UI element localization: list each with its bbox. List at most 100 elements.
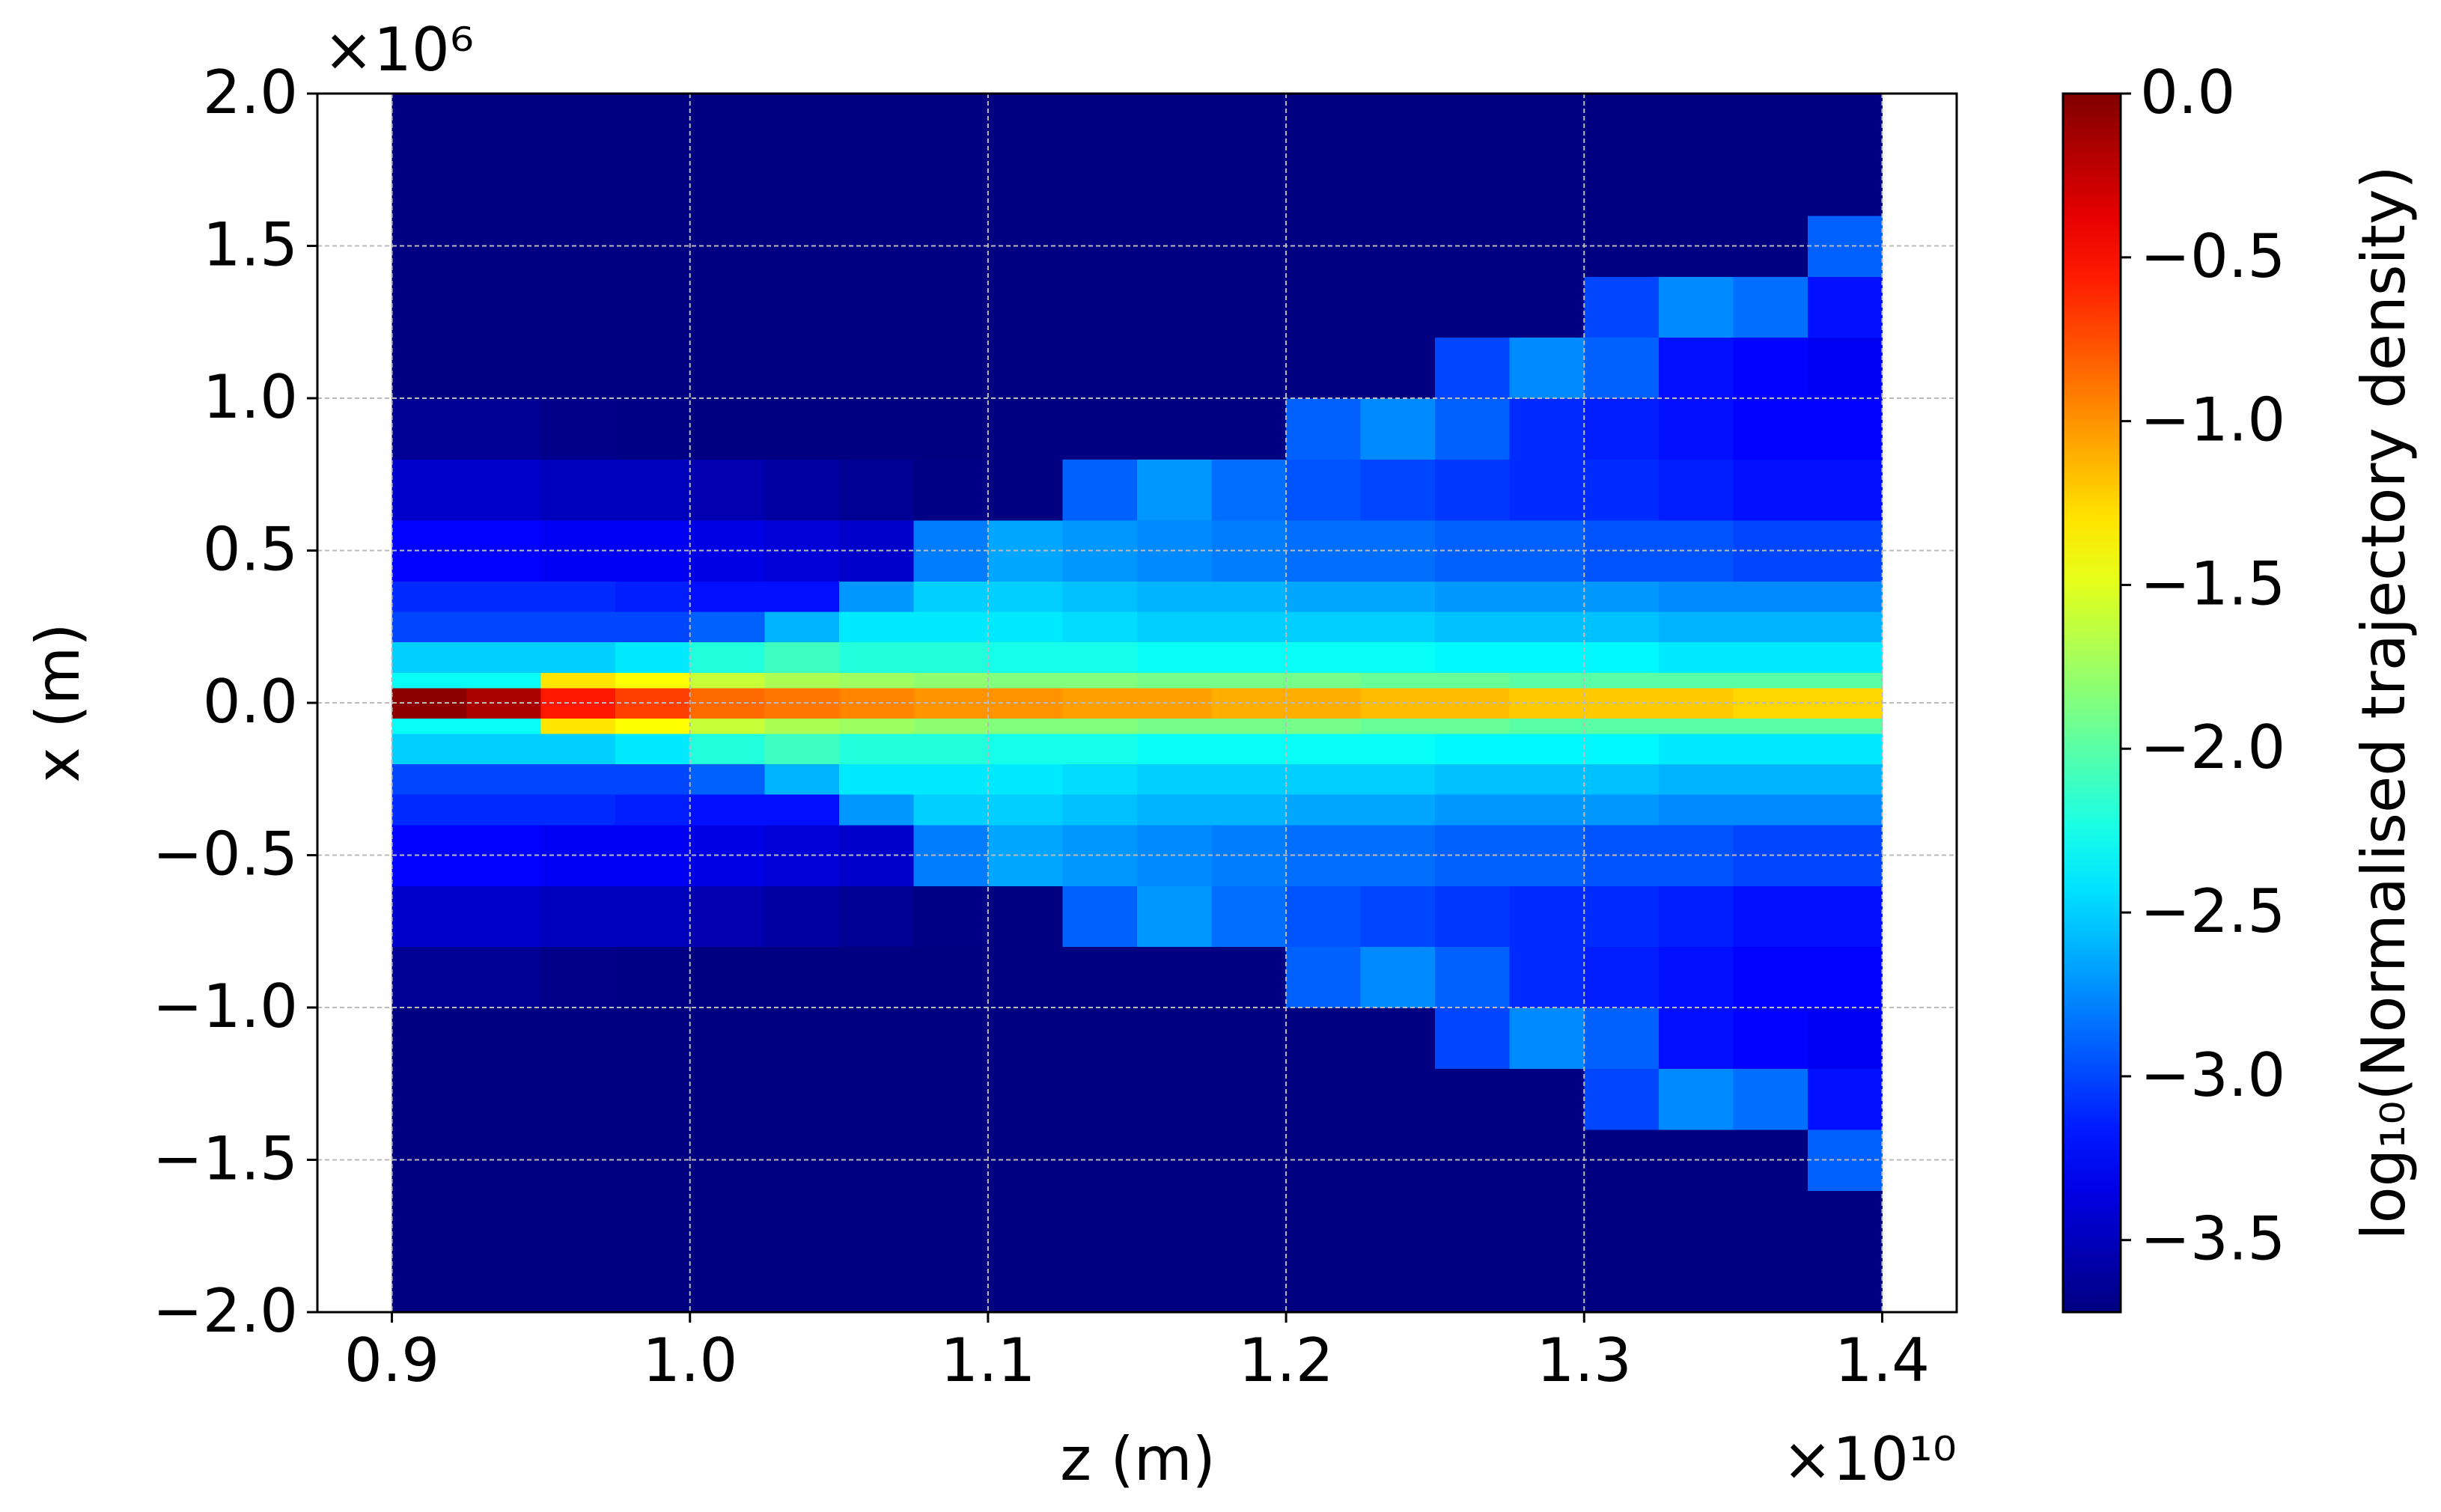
heatmap-cell	[1807, 276, 1883, 338]
heatmap-cell	[1658, 581, 1734, 612]
heatmap-cell	[615, 672, 691, 689]
heatmap-cell	[913, 794, 989, 826]
y-tick-label: 2.0	[203, 58, 298, 127]
heatmap-cell	[391, 885, 467, 948]
heatmap-cell	[1435, 885, 1511, 948]
heatmap-cell	[615, 94, 691, 216]
heatmap-cell	[1360, 672, 1436, 689]
heatmap-cell	[466, 763, 542, 795]
heatmap-cell	[1807, 1068, 1883, 1130]
y-tick-label: 1.0	[203, 362, 298, 432]
heatmap-cell	[1584, 337, 1660, 399]
heatmap-cell	[540, 276, 616, 338]
heatmap-cell	[615, 885, 691, 948]
heatmap-cell	[689, 1190, 765, 1313]
heatmap-cell	[1584, 885, 1660, 948]
heatmap-cell	[764, 1190, 840, 1313]
heatmap-cell	[1137, 763, 1213, 795]
heatmap-cell	[1435, 763, 1511, 795]
heatmap-cell	[1137, 794, 1213, 826]
heatmap-cell	[764, 641, 840, 673]
heatmap-cell	[1584, 581, 1660, 612]
heatmap-cell	[1360, 611, 1436, 643]
heatmap-cell	[1658, 1008, 1734, 1069]
heatmap-cell	[1807, 718, 1883, 734]
heatmap-cell	[764, 763, 840, 795]
heatmap-cell	[913, 672, 989, 689]
heatmap-cell	[1584, 1190, 1660, 1313]
heatmap-cell	[466, 459, 542, 521]
heatmap-cell	[540, 718, 616, 734]
heatmap-cell	[838, 337, 914, 399]
heatmap-cell	[838, 459, 914, 521]
heatmap-cell	[1211, 718, 1287, 734]
heatmap-cell	[1062, 672, 1138, 689]
heatmap-cell	[1509, 763, 1585, 795]
heatmap-cell	[1211, 641, 1287, 673]
colorbar-tick-label: −2.5	[2140, 877, 2285, 946]
heatmap-cell	[1286, 337, 1362, 399]
heatmap-cell	[1137, 94, 1213, 216]
heatmap-cell	[1584, 794, 1660, 826]
heatmap-cell	[1435, 459, 1511, 521]
heatmap-cell	[913, 1068, 989, 1130]
heatmap-cell	[1435, 1190, 1511, 1313]
heatmap-cell	[391, 718, 467, 734]
heatmap-cell	[987, 733, 1064, 764]
heatmap-cell	[1509, 276, 1585, 338]
heatmap-cell	[1584, 276, 1660, 338]
heatmap-cell	[913, 763, 989, 795]
heatmap-cell	[1733, 885, 1808, 948]
heatmap-cell	[1211, 763, 1287, 795]
heatmap-cell	[987, 1008, 1064, 1069]
heatmap-cell	[391, 337, 467, 399]
heatmap-cell	[1211, 611, 1287, 643]
heatmap-cell	[764, 581, 840, 612]
heatmap-cell	[540, 611, 616, 643]
heatmap-cell	[1807, 611, 1883, 643]
heatmap-cell	[540, 885, 616, 948]
y-tick-label: 0.5	[203, 514, 298, 584]
colorbar-tick-label: −0.5	[2140, 222, 2285, 291]
heatmap-cell	[466, 1190, 542, 1313]
heatmap-cell	[1733, 946, 1808, 1008]
heatmap-cell	[913, 337, 989, 399]
heatmap-cell	[1137, 641, 1213, 673]
heatmap-cell	[764, 946, 840, 1008]
heatmap-cell	[1584, 1008, 1660, 1069]
heatmap-cell	[1286, 94, 1362, 216]
heatmap-cell	[1137, 581, 1213, 612]
heatmap-cell	[1435, 733, 1511, 764]
heatmap-cell	[1509, 672, 1585, 689]
heatmap-cell	[987, 398, 1064, 460]
heatmap-cell	[1435, 398, 1511, 460]
heatmap-cell	[913, 641, 989, 673]
colorbar-tick-label: −2.0	[2140, 713, 2285, 782]
heatmap-cell	[838, 946, 914, 1008]
heatmap-cell	[1360, 763, 1436, 795]
heatmap-cell	[1062, 398, 1138, 460]
heatmap-cell	[1360, 94, 1436, 216]
heatmap-cell	[1658, 276, 1734, 338]
heatmap-cell	[1509, 94, 1585, 216]
heatmap-cell	[1360, 885, 1436, 948]
heatmap-cell	[689, 733, 765, 764]
heatmap-cell	[1062, 337, 1138, 399]
heatmap-cell	[764, 94, 840, 216]
heatmap-cell	[689, 276, 765, 338]
heatmap-cell	[987, 581, 1064, 612]
heatmap-cell	[540, 581, 616, 612]
heatmap-cell	[838, 1008, 914, 1069]
heatmap-cell	[987, 337, 1064, 399]
colorbar-label: log₁₀(Normalised trajectory density)	[2349, 165, 2419, 1240]
y-tick-label: −1.5	[153, 1124, 298, 1193]
heatmap-cell	[689, 718, 765, 734]
heatmap-cell	[987, 94, 1064, 216]
heatmap-cell	[540, 398, 616, 460]
heatmap-cell	[1733, 459, 1808, 521]
heatmap-cell	[1286, 611, 1362, 643]
heatmap-cell	[1658, 1190, 1734, 1313]
heatmap-cell	[1286, 763, 1362, 795]
heatmap-cell	[391, 946, 467, 1008]
heatmap-cell	[1658, 763, 1734, 795]
